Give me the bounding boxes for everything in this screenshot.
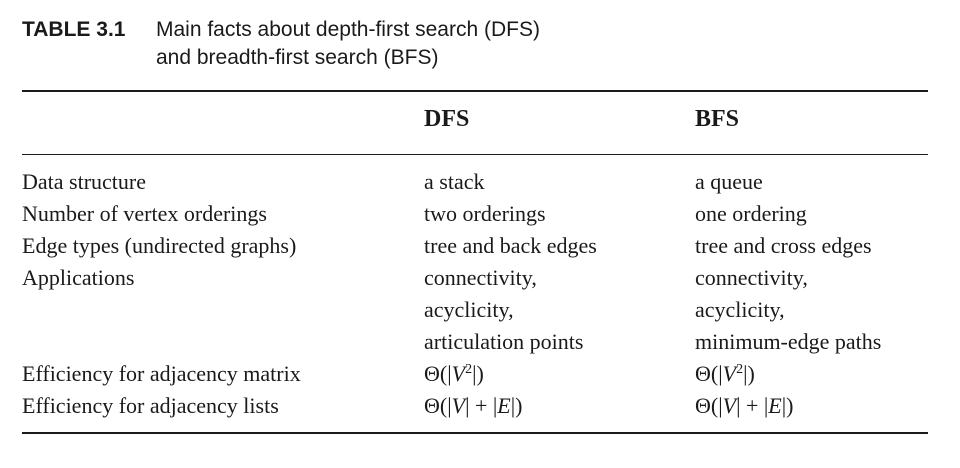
row-label: Applications: [22, 265, 135, 290]
table-row: Efficiency for adjacency lists Θ(|V| + |…: [22, 390, 935, 422]
bfs-cell: one ordering: [695, 201, 807, 226]
header-rule: [22, 154, 928, 155]
bfs-application: minimum-edge paths: [695, 329, 882, 354]
row-label: Efficiency for adjacency lists: [22, 393, 279, 418]
dfs-cell: two orderings: [424, 201, 546, 226]
table-number: TABLE 3.1: [22, 18, 126, 41]
dfs-application: articulation points: [424, 329, 584, 354]
table-row: Applications connectivity, acyclicity, a…: [22, 262, 935, 358]
bfs-application: connectivity,: [695, 265, 808, 290]
bfs-cell: tree and cross edges: [695, 233, 872, 258]
table-row: Edge types (undirected graphs) tree and …: [22, 230, 935, 262]
bottom-rule: [22, 432, 928, 434]
table-row: Efficiency for adjacency matrix Θ(|V2|) …: [22, 358, 935, 390]
dfs-application: acyclicity,: [424, 297, 514, 322]
column-header-dfs: DFS: [424, 106, 470, 132]
caption-line-2: and breadth-first search (BFS): [156, 46, 439, 69]
row-label: Data structure: [22, 169, 146, 194]
dfs-matrix-efficiency: Θ(|V2|): [424, 361, 484, 386]
top-rule: [22, 90, 928, 92]
row-label: Efficiency for adjacency matrix: [22, 361, 301, 386]
table-row: Data structure a stack a queue: [22, 166, 935, 198]
dfs-cell: a stack: [424, 169, 485, 194]
dfs-application: connectivity,: [424, 265, 537, 290]
row-label: Edge types (undirected graphs): [22, 233, 297, 258]
table-body: Data structure a stack a queue Number of…: [22, 166, 935, 422]
column-header-bfs: BFS: [695, 106, 740, 132]
bfs-application: acyclicity,: [695, 297, 785, 322]
table-caption: TABLE 3.1 Main facts about depth-first se…: [22, 16, 540, 72]
bfs-cell: connectivity, acyclicity, minimum-edge p…: [695, 262, 935, 358]
row-label: Number of vertex orderings: [22, 201, 267, 226]
dfs-lists-efficiency: Θ(|V| + |E|): [424, 393, 523, 418]
bfs-matrix-efficiency: Θ(|V2|): [695, 361, 755, 386]
table-row: Number of vertex orderings two orderings…: [22, 198, 935, 230]
caption-line-1: Main facts about depth-first search (DFS…: [156, 18, 540, 41]
dfs-cell: tree and back edges: [424, 233, 597, 258]
dfs-cell: connectivity, acyclicity, articulation p…: [424, 262, 695, 358]
bfs-lists-efficiency: Θ(|V| + |E|): [695, 393, 794, 418]
bfs-cell: a queue: [695, 169, 763, 194]
